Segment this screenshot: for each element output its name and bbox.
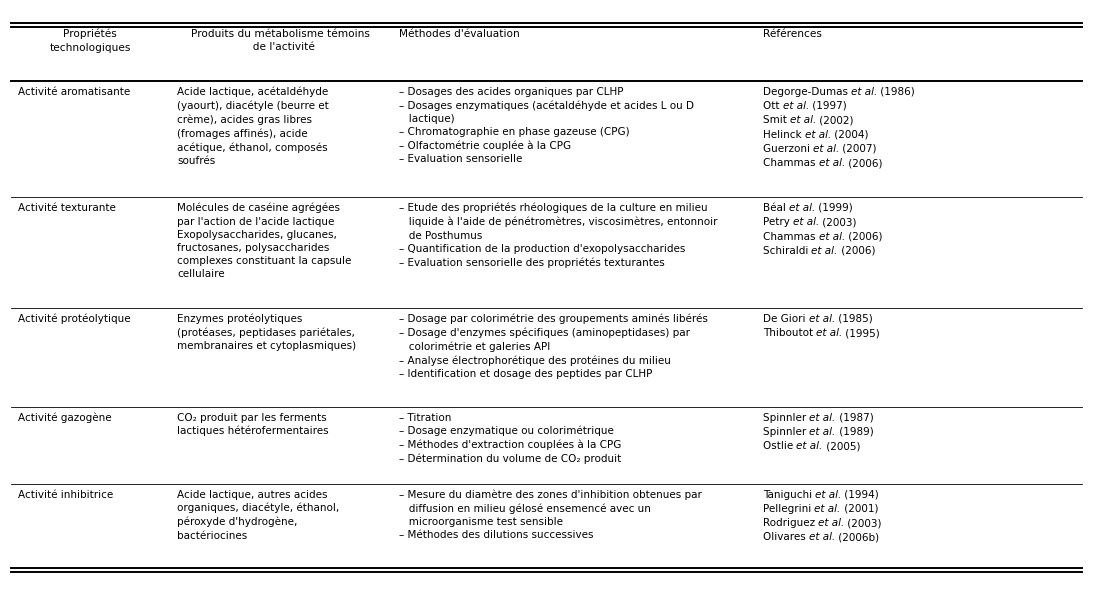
Text: (2005): (2005)	[823, 441, 860, 451]
Text: Enzymes protéolytiques
(protéases, peptidases pariétales,
membranaires et cytopl: Enzymes protéolytiques (protéases, pepti…	[177, 314, 356, 352]
Text: et al.: et al.	[810, 412, 836, 422]
Text: (1999): (1999)	[815, 203, 853, 213]
Text: et al.: et al.	[783, 101, 809, 111]
Text: et al.: et al.	[814, 504, 841, 514]
Text: Molécules de caséine agrégées
par l'action de l'acide lactique
Exopolysaccharide: Molécules de caséine agrégées par l'acti…	[177, 203, 351, 280]
Text: et al.: et al.	[819, 231, 845, 241]
Text: Propriétés
technologiques: Propriétés technologiques	[49, 29, 131, 52]
Text: Activité inhibitrice: Activité inhibitrice	[19, 489, 114, 499]
Text: et al.: et al.	[815, 489, 842, 499]
Text: – Dosage par colorimétrie des groupements aminés libérés
– Dosage d'enzymes spéc: – Dosage par colorimétrie des groupement…	[399, 314, 707, 379]
Text: (1994): (1994)	[842, 489, 879, 499]
Text: et al.: et al.	[794, 217, 820, 227]
Text: (2006): (2006)	[845, 231, 882, 241]
Text: – Dosages des acides organiques par CLHP
– Dosages enzymatiques (acétaldéhyde et: – Dosages des acides organiques par CLHP…	[399, 87, 694, 164]
Text: (1987): (1987)	[836, 412, 873, 422]
Text: (2006): (2006)	[845, 158, 882, 168]
Text: (2001): (2001)	[841, 504, 878, 514]
Text: – Etude des propriétés rhéologiques de la culture en milieu
   liquide à l'aide : – Etude des propriétés rhéologiques de l…	[399, 203, 717, 267]
Text: De Giori: De Giori	[763, 314, 809, 324]
Text: Olivares: Olivares	[763, 532, 809, 542]
Text: Spinnler: Spinnler	[763, 427, 810, 437]
Text: (2006b): (2006b)	[835, 532, 879, 542]
Text: et al.: et al.	[813, 144, 839, 154]
Text: Pellegrini: Pellegrini	[763, 504, 814, 514]
Text: et al.: et al.	[816, 328, 843, 338]
Text: Activité protéolytique: Activité protéolytique	[19, 314, 131, 325]
Text: Helinck: Helinck	[763, 130, 804, 140]
Text: Méthodes d'évaluation: Méthodes d'évaluation	[399, 29, 519, 39]
Text: Activité aromatisante: Activité aromatisante	[19, 87, 131, 97]
Text: Activité texturante: Activité texturante	[19, 203, 116, 213]
Text: (2003): (2003)	[820, 217, 857, 227]
Text: Rodriguez: Rodriguez	[763, 518, 819, 528]
Text: et al.: et al.	[810, 427, 836, 437]
Text: Smit: Smit	[763, 115, 790, 125]
Text: Petry: Petry	[763, 217, 794, 227]
Text: Taniguchi: Taniguchi	[763, 489, 815, 499]
Text: et al.: et al.	[809, 532, 835, 542]
Text: et al.: et al.	[789, 203, 815, 213]
Text: (1989): (1989)	[836, 427, 873, 437]
Text: Guerzoni: Guerzoni	[763, 144, 813, 154]
Text: Ostlie: Ostlie	[763, 441, 797, 451]
Text: Ott: Ott	[763, 101, 783, 111]
Text: Activité gazogène: Activité gazogène	[19, 412, 113, 423]
Text: et al.: et al.	[797, 441, 823, 451]
Text: et al.: et al.	[819, 518, 845, 528]
Text: Degorge-Dumas: Degorge-Dumas	[763, 87, 851, 97]
Text: (2007): (2007)	[839, 144, 877, 154]
Text: – Titration
– Dosage enzymatique ou colorimétrique
– Méthodes d'extraction coupl: – Titration – Dosage enzymatique ou colo…	[399, 412, 621, 464]
Text: Thiboutot: Thiboutot	[763, 328, 816, 338]
Text: (1985): (1985)	[835, 314, 872, 324]
Text: et al.: et al.	[811, 246, 837, 256]
Text: (2006): (2006)	[837, 246, 875, 256]
Text: (2002): (2002)	[816, 115, 854, 125]
Text: Références: Références	[763, 29, 822, 39]
Text: (2004): (2004)	[831, 130, 869, 140]
Text: Béal: Béal	[763, 203, 789, 213]
Text: Acide lactique, acétaldéhyde
(yaourt), diacétyle (beurre et
crème), acides gras : Acide lactique, acétaldéhyde (yaourt), d…	[177, 87, 329, 166]
Text: Produits du métabolisme témoins
  de l'activité: Produits du métabolisme témoins de l'act…	[191, 29, 369, 52]
Text: (1986): (1986)	[878, 87, 915, 97]
Text: Acide lactique, autres acides
organiques, diacétyle, éthanol,
péroxyde d'hydrogè: Acide lactique, autres acides organiques…	[177, 489, 339, 541]
Text: Chammas: Chammas	[763, 158, 819, 168]
Text: (1997): (1997)	[809, 101, 847, 111]
Text: Schiraldi: Schiraldi	[763, 246, 811, 256]
Text: et al.: et al.	[851, 87, 878, 97]
Text: (1995): (1995)	[843, 328, 880, 338]
Text: Chammas: Chammas	[763, 231, 819, 241]
Text: et al.: et al.	[804, 130, 831, 140]
Text: et al.: et al.	[790, 115, 816, 125]
Text: Spinnler: Spinnler	[763, 412, 810, 422]
Text: CO₂ produit par les ferments
lactiques hétérofermentaires: CO₂ produit par les ferments lactiques h…	[177, 412, 329, 436]
Text: – Mesure du diamètre des zones d'inhibition obtenues par
   diffusion en milieu : – Mesure du diamètre des zones d'inhibit…	[399, 489, 702, 540]
Text: et al.: et al.	[819, 158, 845, 168]
Text: et al.: et al.	[809, 314, 835, 324]
Text: (2003): (2003)	[845, 518, 882, 528]
